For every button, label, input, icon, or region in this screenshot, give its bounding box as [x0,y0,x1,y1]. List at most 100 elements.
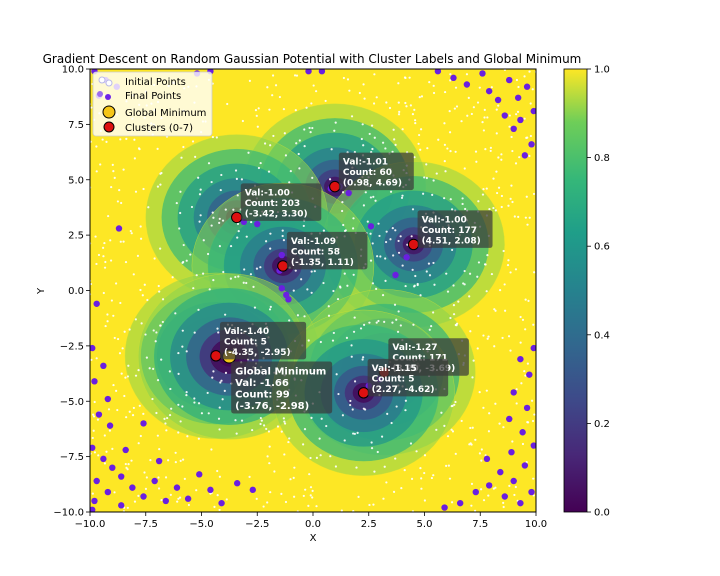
initial-point [229,244,233,248]
initial-point [247,151,250,154]
initial-point [121,347,124,350]
initial-point [389,238,392,241]
initial-point [449,198,452,201]
initial-point [126,375,130,378]
initial-point [500,158,503,161]
cluster-annotation-line: (2.27, -4.62) [372,385,435,395]
initial-point [413,285,416,288]
initial-point [181,458,185,461]
final-point [90,444,96,451]
initial-point [487,335,490,338]
initial-point [327,314,331,317]
initial-point [213,505,216,508]
initial-point [428,328,431,331]
initial-point [523,117,526,120]
initial-point [181,261,184,264]
initial-point [385,481,388,484]
initial-point [160,499,163,502]
initial-point [352,273,355,276]
initial-point [355,466,358,469]
final-point [173,484,181,491]
initial-point [411,112,415,116]
initial-point [393,303,397,306]
cluster-annotation-line: (0.98, 4.69) [343,179,402,189]
initial-point [126,468,129,471]
initial-point [224,208,227,211]
initial-point [388,106,392,110]
initial-point [524,374,527,377]
initial-point [533,271,536,274]
cluster-marker [277,260,289,272]
initial-point [132,273,135,276]
initial-point [128,328,131,331]
initial-point [293,466,296,469]
final-point [403,254,410,261]
cluster-annotation-line: Count: 5 [224,337,267,347]
initial-point [507,335,511,338]
legend-label-initial: Initial Points [125,77,186,88]
x-tick-label: 0.0 [305,519,321,530]
initial-point [288,437,291,440]
initial-point [95,262,98,266]
initial-point [482,499,486,502]
initial-point [426,147,429,150]
initial-point [423,454,427,457]
initial-point [124,260,128,264]
initial-point [327,305,330,308]
initial-point [450,405,453,408]
initial-point [176,500,179,503]
initial-point [142,412,145,415]
final-point [523,404,531,412]
initial-point [494,309,497,312]
initial-point [416,283,419,287]
initial-point [524,328,527,331]
initial-point [369,232,372,235]
x-tick-label: 7.5 [472,519,488,530]
initial-point [157,487,161,490]
initial-point [453,107,456,110]
initial-point [91,492,94,495]
initial-point [341,414,344,417]
final-point [485,87,493,95]
initial-point [352,227,355,230]
initial-point [431,193,434,196]
initial-point [177,497,180,500]
initial-point [353,432,356,435]
final-point [91,378,98,385]
initial-point [485,389,488,392]
initial-point [363,323,366,327]
initial-point [225,498,228,501]
initial-point [193,401,196,404]
final-point [456,499,464,507]
initial-point [312,84,315,87]
initial-point [315,456,318,459]
initial-point [120,201,123,205]
initial-point [101,138,104,141]
initial-point [126,506,129,509]
initial-point [152,329,155,332]
initial-point [372,503,375,506]
initial-point [460,419,463,423]
initial-point [450,501,454,504]
initial-point [240,178,243,181]
initial-point [282,417,285,420]
initial-point [298,139,301,142]
legend-marker-initial-b [105,79,113,87]
initial-point [212,370,215,373]
initial-point [181,329,184,332]
initial-point [419,148,422,151]
initial-point [413,108,416,111]
final-point [510,389,517,396]
initial-point [328,178,332,181]
initial-point [223,389,226,393]
initial-point [511,440,514,443]
initial-point [257,107,260,110]
initial-point [262,505,265,508]
initial-point [273,470,276,473]
initial-point [303,145,306,148]
initial-point [481,193,485,196]
y-axis-label: Y [36,287,47,295]
initial-point [266,455,269,458]
